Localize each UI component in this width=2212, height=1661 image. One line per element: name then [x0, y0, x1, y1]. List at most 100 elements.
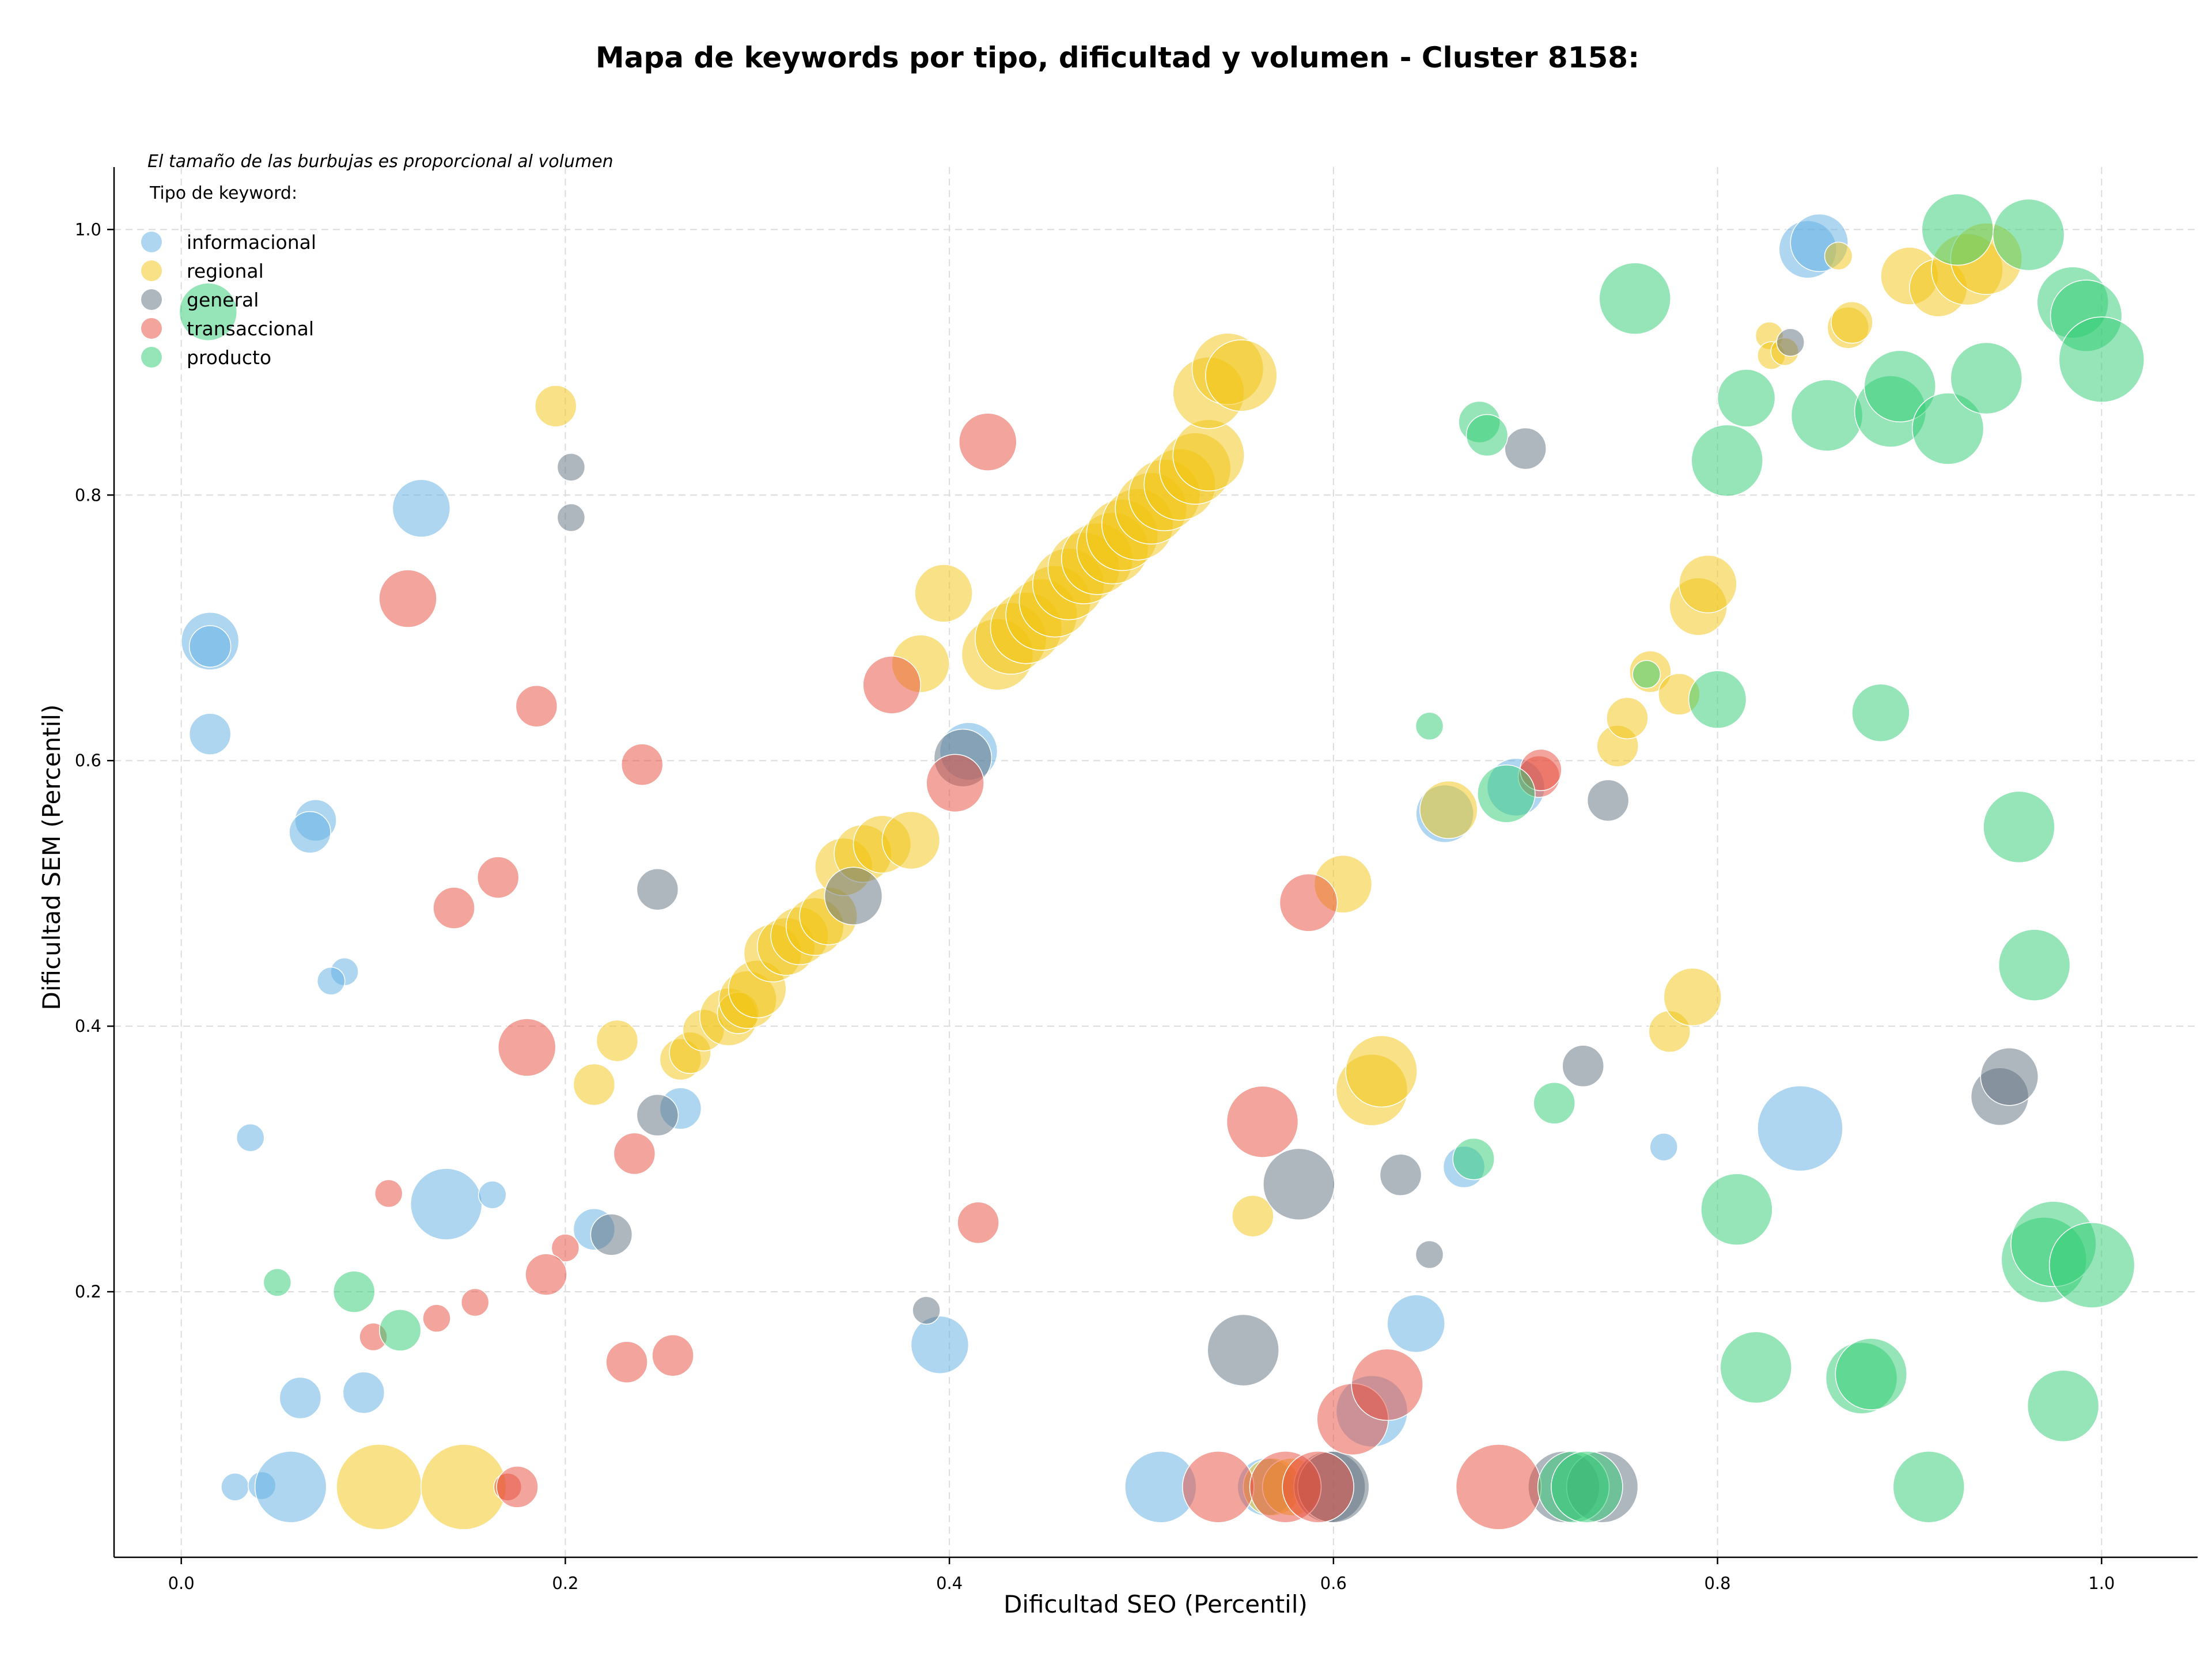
- producto-bubble-27: [1921, 193, 1994, 266]
- legend-label-informacional: informacional: [187, 231, 316, 253]
- transaccional-bubble-9: [525, 1253, 567, 1296]
- legend-label-transaccional: transaccional: [187, 317, 314, 340]
- general-bubble-9: [1263, 1148, 1335, 1221]
- producto-bubble-37: [2048, 1222, 2135, 1308]
- general-bubble-3: [636, 1094, 679, 1137]
- producto-bubble-34: [2027, 1369, 2100, 1443]
- transaccional-bubble-6: [613, 1132, 656, 1175]
- x-tick-label-1: 0.2: [552, 1573, 578, 1593]
- transaccional-bubble-18: [926, 754, 984, 813]
- y-tick-label-0: 0.2: [75, 1282, 101, 1301]
- legend-marker-informacional: [141, 232, 162, 252]
- x-tick-label-4: 0.8: [1705, 1573, 1731, 1593]
- transaccional-bubble-20: [957, 1201, 999, 1244]
- producto-bubble-19: [1790, 379, 1863, 452]
- regional-bubble-48: [1419, 780, 1478, 839]
- x-axis-label: Dificultad SEO (Percentil): [1003, 1590, 1308, 1618]
- producto-bubble-25: [1892, 1451, 1965, 1523]
- producto-bubble-0: [179, 282, 238, 341]
- y-tick-label-1: 0.4: [75, 1016, 101, 1036]
- transaccional-bubble-27: [1351, 1348, 1423, 1421]
- regional-bubble-41: [420, 1444, 507, 1530]
- producto-bubble-1: [263, 1268, 292, 1297]
- producto-bubble-2: [332, 1270, 376, 1313]
- legend-marker-regional: [141, 260, 162, 281]
- chart-title: Mapa de keywords por tipo, dificultad y …: [596, 41, 1639, 74]
- informacional-bubble-1: [188, 625, 232, 668]
- producto-bubble-7: [1465, 414, 1509, 457]
- transaccional-bubble-17: [862, 656, 921, 714]
- transaccional-bubble-5: [621, 743, 664, 786]
- producto-bubble-31: [1998, 929, 2071, 1001]
- bubble-size-note: El tamaño de las burbujas es proporciona…: [147, 152, 613, 172]
- bubbles-layer: [179, 193, 2145, 1530]
- transaccional-bubble-13: [605, 1341, 648, 1383]
- transaccional-bubble-22: [1226, 1085, 1299, 1158]
- regional-bubble-60: [1824, 241, 1853, 271]
- producto-bubble-12: [1599, 262, 1671, 335]
- general-bubble-18: [1586, 779, 1630, 822]
- transaccional-bubble-4: [497, 1018, 556, 1077]
- y-tick-label-3: 0.8: [75, 485, 101, 505]
- legend: El tamaño de las burbujas es proporciona…: [141, 152, 613, 369]
- informacional-bubble-5: [289, 811, 331, 854]
- producto-bubble-4: [1415, 712, 1444, 741]
- informacional-bubble-15: [221, 1473, 249, 1501]
- general-bubble-19: [1776, 328, 1805, 357]
- transaccional-bubble-8: [551, 1234, 580, 1262]
- regional-bubble-42: [1232, 1194, 1274, 1238]
- informacional-bubble-8: [236, 1123, 265, 1152]
- producto-bubble-3: [378, 1309, 422, 1352]
- transaccional-bubble-21: [1182, 1451, 1255, 1523]
- producto-bubble-30: [1992, 198, 2065, 271]
- producto-bubble-21: [1835, 1338, 1908, 1410]
- regional-bubble-50: [1606, 697, 1649, 740]
- producto-bubble-18: [1719, 1331, 1793, 1404]
- x-tick-label-5: 1.0: [2088, 1573, 2115, 1593]
- transaccional-bubble-28: [1455, 1444, 1542, 1530]
- general-bubble-12: [1379, 1153, 1422, 1197]
- informacional-bubble-10: [478, 1181, 507, 1209]
- producto-bubble-15: [1691, 424, 1764, 497]
- general-bubble-14: [1504, 427, 1547, 470]
- regional-bubble-62: [1831, 301, 1873, 344]
- transaccional-bubble-24: [1279, 873, 1338, 932]
- legend-items: informacional regional general transacciona…: [141, 231, 316, 369]
- producto-bubble-29: [1983, 790, 2055, 864]
- regional-bubble-0: [534, 385, 577, 427]
- x-tick-label-0: 0.0: [168, 1573, 195, 1593]
- informacional-bubble-2: [188, 713, 232, 755]
- legend-label-regional: regional: [187, 260, 264, 282]
- legend-marker-general: [141, 289, 162, 310]
- informacional-bubble-17: [254, 1451, 327, 1523]
- general-bubble-4: [590, 1213, 633, 1256]
- informacional-bubble-7: [316, 967, 346, 996]
- transaccional-bubble-19: [959, 413, 1017, 471]
- producto-bubble-14: [1688, 670, 1747, 729]
- legend-title: Tipo de keyword:: [149, 183, 297, 203]
- y-tick-label-2: 0.6: [75, 751, 101, 770]
- general-bubble-5: [824, 867, 883, 926]
- producto-bubble-5: [1452, 1137, 1495, 1181]
- y-tick-label-4: 1.0: [75, 220, 101, 239]
- axes: 0.0 0.2 0.4 0.6 0.8 1.0 0.2 0.4 0.6 0.8 1.0: [75, 167, 2198, 1593]
- producto-bubble-22: [1851, 683, 1910, 742]
- producto-bubble-28: [1950, 342, 2023, 415]
- regional-bubble-56: [1679, 554, 1737, 614]
- general-bubble-0: [556, 453, 586, 482]
- producto-bubble-17: [1717, 369, 1776, 427]
- producto-bubble-24: [1863, 350, 1937, 423]
- regional-bubble-20: [914, 564, 973, 623]
- informacional-bubble-23: [1387, 1294, 1445, 1353]
- x-tick-label-2: 0.4: [936, 1573, 963, 1593]
- y-axis-label: Dificultad SEM (Percentil): [37, 705, 66, 1011]
- informacional-bubble-9: [410, 1168, 483, 1240]
- informacional-bubble-13: [279, 1376, 322, 1420]
- regional-bubble-18: [881, 811, 941, 870]
- regional-bubble-47: [1345, 1035, 1418, 1108]
- transaccional-bubble-14: [652, 1334, 694, 1377]
- regional-bubble-36: [1172, 419, 1245, 491]
- transaccional-bubble-1: [515, 684, 558, 728]
- general-bubble-17: [1562, 1045, 1604, 1088]
